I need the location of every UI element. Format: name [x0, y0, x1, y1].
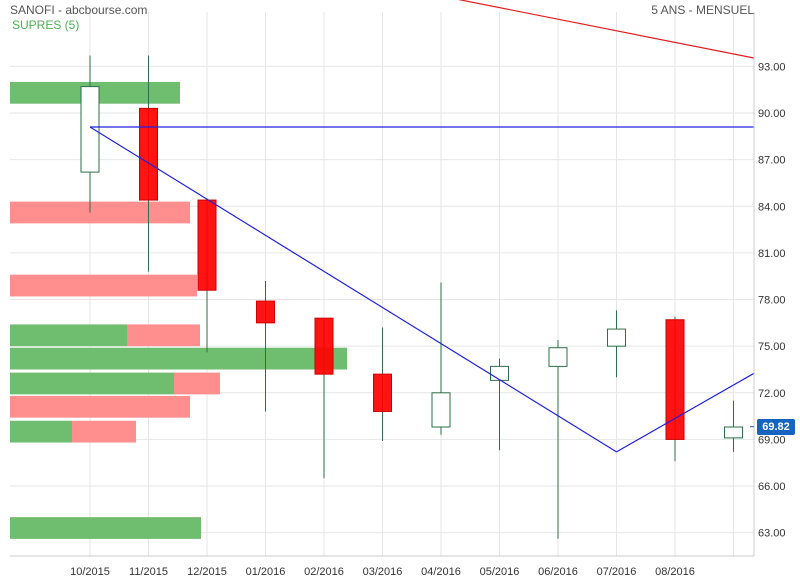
y-tick-label: 72.00 — [758, 388, 786, 400]
y-tick-label: 78.00 — [758, 295, 786, 307]
candle-body-down — [373, 373, 392, 412]
period-selector[interactable]: 5 ANS - MENSUEL — [651, 3, 754, 17]
volume-profile-bar-down — [72, 420, 136, 443]
candle-body-up — [80, 86, 100, 173]
chart-title: SANOFI - abcbourse.com — [10, 3, 148, 17]
candle-body-down — [256, 300, 275, 324]
y-tick-label: 87.00 — [758, 155, 786, 167]
y-tick-label: 66.00 — [758, 481, 786, 493]
x-tick-label: 05/2016 — [480, 566, 520, 578]
y-tick-label: 63.00 — [758, 528, 786, 540]
candle-body-down — [665, 319, 685, 440]
volume-profile-bar-up — [10, 420, 72, 443]
volume-profile-bar-down — [10, 395, 190, 418]
y-tick-label: 90.00 — [758, 108, 786, 120]
candle-body-up — [607, 328, 626, 347]
y-tick-label: 81.00 — [758, 248, 786, 260]
x-tick-label: 11/2015 — [129, 566, 168, 578]
volume-profile-bar-down — [10, 201, 190, 224]
y-tick-label: 69.00 — [758, 434, 786, 446]
candle-body-up — [490, 365, 509, 381]
volume-profile-bar-up — [10, 324, 127, 347]
candle-body-up — [548, 347, 568, 367]
y-tick-label: 84.00 — [758, 201, 786, 213]
y-tick-label: 93.00 — [758, 61, 786, 73]
last-price-badge: 69.82 — [757, 418, 795, 435]
candles-layer — [80, 55, 743, 539]
axes-layer: 93.00 90.00 87.00 84.00 81.00 78.00 75.00 72.00… — [10, 12, 786, 578]
x-tick-label: 01/2016 — [246, 566, 286, 578]
x-tick-label: 06/2016 — [538, 566, 578, 578]
trendline-blue — [89, 126, 617, 453]
x-tick-label: 10/2015 — [70, 566, 110, 578]
volume-profile-bar-up — [10, 347, 347, 370]
x-tick-label: 12/2015 — [187, 566, 227, 578]
candle-body-down — [139, 107, 158, 201]
x-tick-label: 08/2016 — [655, 566, 695, 578]
volume-profile-layer — [10, 81, 347, 539]
y-tick-label: 75.00 — [758, 341, 786, 353]
candle-body-down — [314, 317, 334, 375]
volume-profile-bar-up — [10, 517, 201, 539]
trendline-red — [457, 0, 755, 59]
trendlines-layer — [89, 0, 755, 453]
x-tick-label: 04/2016 — [421, 566, 461, 578]
candle-body-up — [431, 392, 451, 428]
candle-body-down — [197, 199, 217, 291]
x-tick-label: 03/2016 — [363, 566, 403, 578]
volume-profile-bar-down — [10, 274, 197, 297]
x-tick-label: 07/2016 — [597, 566, 637, 578]
indicator-label: SUPRES (5) — [12, 18, 80, 32]
x-tick-label: 02/2016 — [304, 566, 344, 578]
trendline-blue — [616, 372, 755, 453]
volume-profile-bar-down — [127, 324, 200, 347]
volume-profile-bar-up — [10, 372, 174, 395]
volume-profile-bar-down — [174, 372, 220, 395]
grid-layer — [10, 12, 754, 556]
candle-body-up — [724, 426, 743, 439]
